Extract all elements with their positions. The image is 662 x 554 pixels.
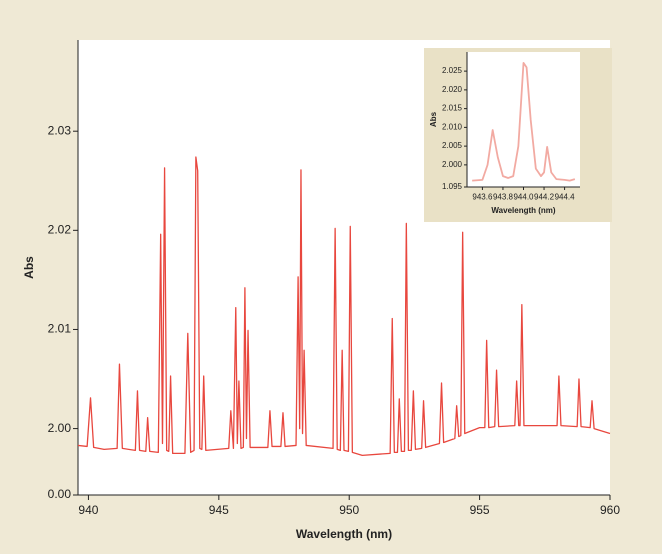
x-tick-label: 960 xyxy=(600,503,620,517)
inset-y-tick-label: 2.015 xyxy=(442,104,463,113)
inset-y-tick-label: 2.020 xyxy=(442,85,463,94)
x-tick-label: 940 xyxy=(78,503,98,517)
y-tick-label: 2.03 xyxy=(48,123,72,137)
inset-x-tick-label: 943.8 xyxy=(493,192,514,201)
inset-y-tick-label: 2.005 xyxy=(442,141,463,150)
inset-x-axis-title: Wavelength (nm) xyxy=(491,206,555,215)
y-tick-label: 0.00 xyxy=(48,487,72,501)
inset-y-tick-label: 2.010 xyxy=(442,122,463,131)
x-tick-label: 945 xyxy=(209,503,229,517)
inset-x-tick-label: 944.2 xyxy=(534,192,555,201)
y-tick-label: 2.00 xyxy=(48,421,72,435)
x-tick-label: 950 xyxy=(339,503,359,517)
inset-x-tick-label: 944.4 xyxy=(555,192,576,201)
inset-x-tick-label: 943.6 xyxy=(472,192,493,201)
inset-y-axis-title: Abs xyxy=(429,111,438,127)
y-tick-label: 2.02 xyxy=(48,222,72,236)
x-tick-label: 955 xyxy=(470,503,490,517)
x-axis-title: Wavelength (nm) xyxy=(296,527,392,541)
inset-x-tick-label: 944.0 xyxy=(513,192,534,201)
inset-y-tick-label: 2.025 xyxy=(442,66,463,75)
inset-y-tick-label: 1.095 xyxy=(442,182,463,191)
inset-y-tick-label: 2.000 xyxy=(442,160,463,169)
y-tick-label: 2.01 xyxy=(48,322,72,336)
spectrum-line xyxy=(77,156,611,456)
inset-spectrum-line xyxy=(472,61,576,182)
y-axis-title: Abs xyxy=(22,256,36,279)
